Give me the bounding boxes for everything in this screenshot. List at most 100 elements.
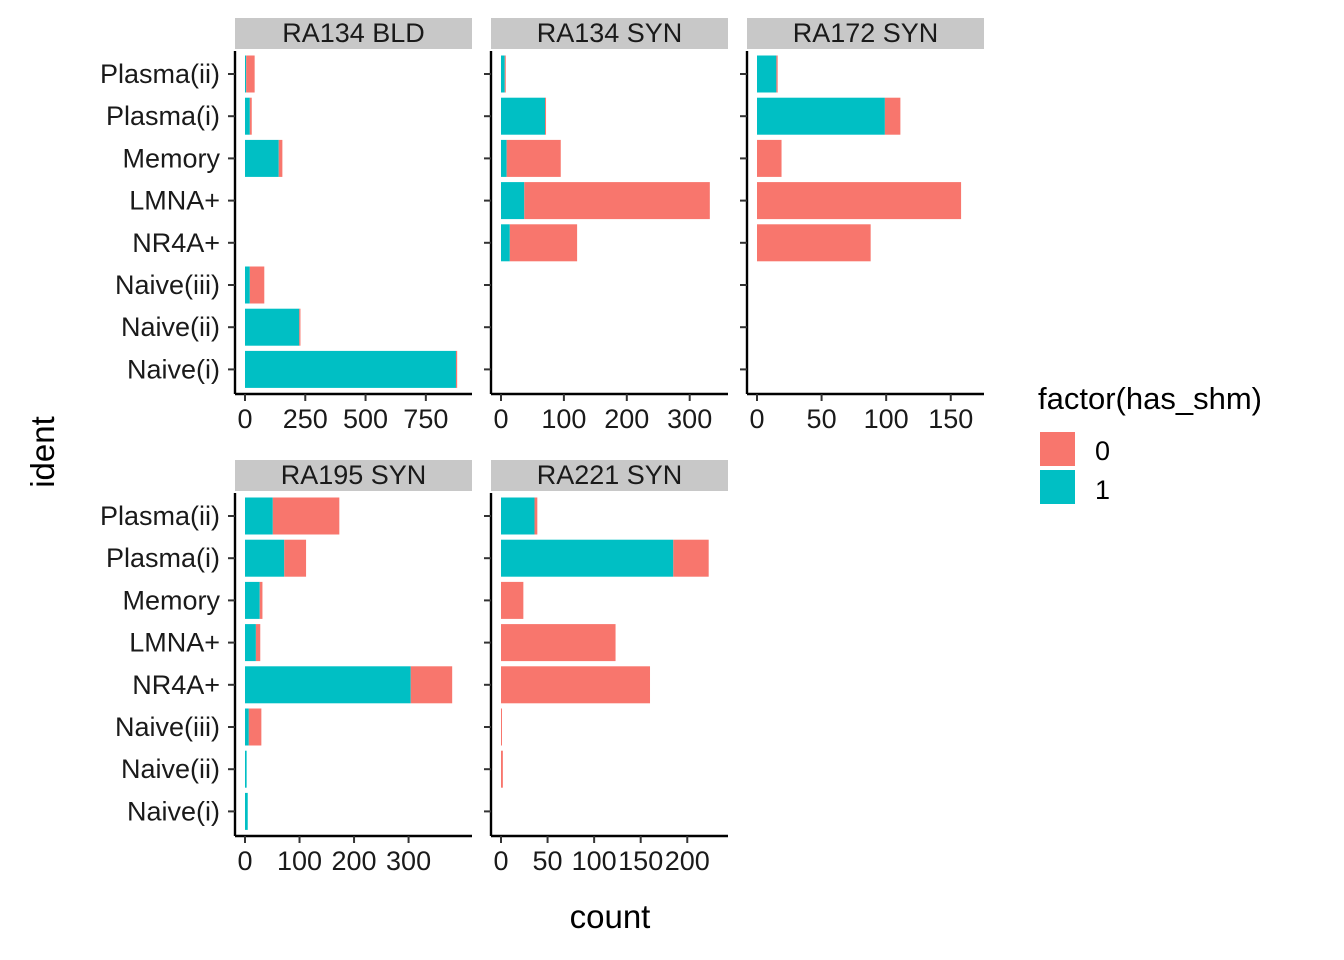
strip-background xyxy=(235,18,472,49)
bar-segment-0 xyxy=(248,708,262,746)
y-tick-label: NR4A+ xyxy=(132,228,220,258)
y-tick-label: LMNA+ xyxy=(129,186,220,216)
bar-segment-0 xyxy=(757,224,871,262)
y-tick-label: Naive(i) xyxy=(127,354,220,384)
bar-segment-1 xyxy=(501,224,510,262)
bar-segment-0 xyxy=(509,224,578,262)
bar-segment-0 xyxy=(278,139,283,177)
y-tick-label: Naive(ii) xyxy=(121,754,220,784)
x-tick-label: 300 xyxy=(386,846,431,876)
bar-segment-1 xyxy=(245,539,285,577)
y-tick-label: Plasma(ii) xyxy=(100,501,220,531)
bar-segment-0 xyxy=(255,624,261,662)
strip-background xyxy=(747,18,984,49)
panel-ra134-bld: RA134 BLD Plasma(ii) Plasma(i) Memory LMNA+ N… xyxy=(100,18,472,434)
x-tick-label: 200 xyxy=(604,404,649,434)
bar-segment-0 xyxy=(776,55,778,93)
bar-segment-1 xyxy=(245,497,273,535)
bar-segment-1 xyxy=(501,139,507,177)
bar-segment-0 xyxy=(506,139,561,177)
bar-segment-1 xyxy=(501,182,525,220)
bar-segment-0 xyxy=(545,97,547,135)
bar-segment-1 xyxy=(501,539,674,577)
x-tick-label: 0 xyxy=(237,404,252,434)
bar-segment-1 xyxy=(501,97,546,135)
y-tick-label: Naive(iii) xyxy=(115,270,220,300)
x-tick-label: 150 xyxy=(928,404,973,434)
y-tick-label: Memory xyxy=(122,585,220,615)
legend-label-0: 0 xyxy=(1095,436,1110,466)
bar-segment-1 xyxy=(245,350,456,388)
bar-segment-0 xyxy=(272,497,340,535)
bar-segment-0 xyxy=(259,581,263,619)
bar-segment-0 xyxy=(501,708,502,746)
panel-ra195-syn: RA195 SYN Plasma(ii) Plasma(i) Memory LMNA+ N… xyxy=(100,460,472,876)
bar-segment-0 xyxy=(757,182,962,220)
x-tick-label: 0 xyxy=(493,846,508,876)
bar-segment-1 xyxy=(757,55,777,93)
bar-segment-0 xyxy=(673,539,709,577)
bar-segment-0 xyxy=(501,624,616,662)
bar-segment-1 xyxy=(245,55,247,93)
bar-segment-1 xyxy=(501,497,535,535)
legend-key-1 xyxy=(1040,470,1075,504)
y-tick-label: Naive(ii) xyxy=(121,312,220,342)
x-tick-label: 0 xyxy=(493,404,508,434)
bar-segment-1 xyxy=(245,792,248,830)
x-axis-title: count xyxy=(570,898,651,935)
strip-background xyxy=(491,18,728,49)
strip-label: RA134 SYN xyxy=(537,18,683,48)
panel-ra221-syn: RA221 SYN 0 50 100 150 200 xyxy=(484,460,728,876)
y-tick-label: Naive(i) xyxy=(127,796,220,826)
strip-label: RA134 BLD xyxy=(282,18,425,48)
y-tick-label: NR4A+ xyxy=(132,670,220,700)
bar-segment-0 xyxy=(501,750,503,788)
bar-segment-1 xyxy=(501,55,505,93)
bar-segment-0 xyxy=(504,55,506,93)
bar-segment-0 xyxy=(501,581,524,619)
bar-segment-0 xyxy=(757,139,782,177)
x-tick-label: 250 xyxy=(283,404,328,434)
strip-background xyxy=(491,460,728,491)
bar-segment-0 xyxy=(410,666,453,704)
bar-segment-1 xyxy=(245,308,300,346)
bar-segment-0 xyxy=(284,539,307,577)
bar-segment-1 xyxy=(757,97,885,135)
x-tick-label: 300 xyxy=(667,404,712,434)
bar-segment-1 xyxy=(245,97,250,135)
x-tick-label: 100 xyxy=(864,404,909,434)
panel-ra134-syn: RA134 SYN 0 100 200 300 xyxy=(484,18,728,434)
bar-segment-1 xyxy=(245,266,250,304)
bar-segment-1 xyxy=(245,666,411,704)
panel-ra172-syn: RA172 SYN 0 50 100 150 xyxy=(740,18,984,434)
legend-title: factor(has_shm) xyxy=(1038,381,1262,416)
x-tick-label: 200 xyxy=(665,846,710,876)
bar-segment-1 xyxy=(245,139,279,177)
strip-label: RA195 SYN xyxy=(281,460,427,490)
y-tick-label: Plasma(i) xyxy=(106,543,220,573)
bar-segment-0 xyxy=(246,55,255,93)
x-tick-label: 500 xyxy=(343,404,388,434)
x-tick-label: 100 xyxy=(541,404,586,434)
y-tick-label: LMNA+ xyxy=(129,628,220,658)
y-tick-label: Naive(iii) xyxy=(115,712,220,742)
bar-segment-0 xyxy=(455,350,458,388)
x-tick-label: 100 xyxy=(277,846,322,876)
bar-segment-0 xyxy=(884,97,901,135)
y-tick-label: Plasma(i) xyxy=(106,101,220,131)
x-tick-label: 200 xyxy=(332,846,377,876)
y-tick-label: Memory xyxy=(122,143,220,173)
x-tick-label: 50 xyxy=(807,404,837,434)
y-axis-title: ident xyxy=(24,416,61,488)
legend: factor(has_shm) 0 1 xyxy=(1038,381,1262,505)
strip-background xyxy=(235,460,472,491)
bar-segment-0 xyxy=(501,666,651,704)
x-tick-label: 750 xyxy=(403,404,448,434)
bar-segment-0 xyxy=(299,308,301,346)
bar-segment-1 xyxy=(245,581,260,619)
bar-segment-0 xyxy=(534,497,538,535)
x-tick-label: 0 xyxy=(749,404,764,434)
legend-key-0 xyxy=(1040,432,1075,466)
x-tick-label: 100 xyxy=(572,846,617,876)
